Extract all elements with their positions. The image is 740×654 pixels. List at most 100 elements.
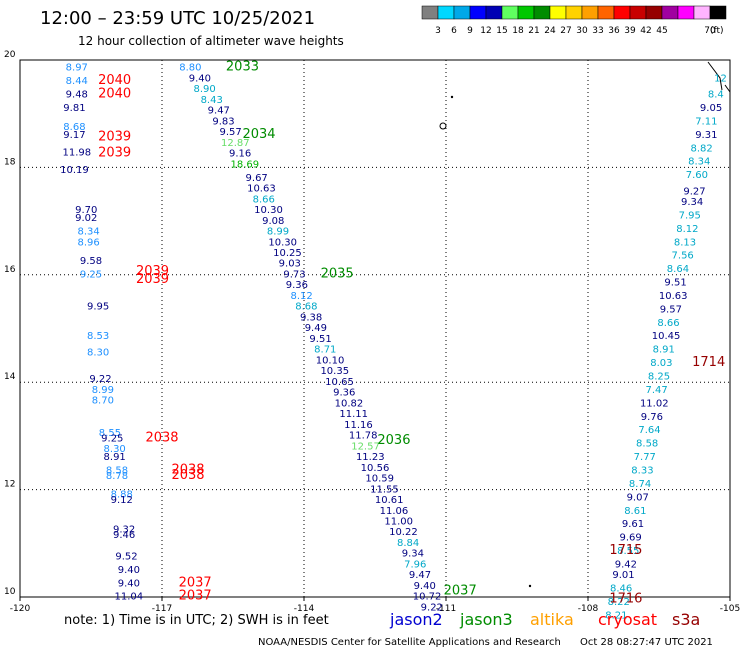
- wave-height-point: 8.99: [267, 227, 289, 238]
- plot-frame: [19, 59, 731, 598]
- color-scale-swatch: [613, 5, 631, 20]
- wave-height-point: 9.07: [627, 492, 649, 503]
- wave-height-point: 11.16: [344, 420, 373, 431]
- legend-entry-cryosat: cryosat: [598, 610, 657, 629]
- wave-height-point: 8.90: [193, 84, 215, 95]
- wave-height-point: 8.33: [631, 465, 653, 476]
- wave-height-point: 9.16: [229, 149, 251, 160]
- wave-height-point: 8.82: [690, 143, 712, 154]
- chart-subtitle: 12 hour collection of altimeter wave hei…: [78, 34, 344, 48]
- wave-height-point: 8.68: [295, 302, 317, 313]
- wave-height-point: 8.64: [667, 264, 689, 275]
- color-scale-swatch: [517, 5, 535, 20]
- wave-height-point: 11.78: [349, 431, 378, 442]
- pass-time-label: 2038: [145, 430, 178, 445]
- pass-time-label: 2039: [136, 264, 169, 279]
- wave-height-point: 9.47: [409, 570, 431, 581]
- wave-height-point: 8.91: [653, 345, 675, 356]
- wave-height-point: 9.01: [612, 570, 634, 581]
- satellite-legend: jason2 jason3 altika cryosat s3a: [389, 610, 700, 629]
- color-scale-swatch: [453, 5, 471, 20]
- color-scale-swatch: [709, 5, 727, 20]
- wave-height-point: 9.46: [113, 530, 135, 541]
- legend-entry-s3a: s3a: [672, 610, 700, 629]
- wave-height-point: 12.57: [351, 441, 380, 452]
- color-scale-swatch: [693, 5, 711, 20]
- wave-height-point: 10.19: [60, 165, 89, 176]
- wave-height-point: 9.25: [80, 269, 102, 280]
- wave-height-point: 8.97: [66, 63, 88, 74]
- legend-entry-jason3: jason3: [459, 610, 513, 629]
- wave-height-point: 9.57: [660, 304, 682, 315]
- color-scale-label: 15: [496, 26, 507, 36]
- wave-height-point: 8.71: [314, 345, 336, 356]
- wave-height-point: 9.27: [683, 186, 705, 197]
- pass-time-label: 1715: [609, 543, 642, 558]
- wave-height-point: 10.30: [254, 205, 283, 216]
- wave-height-point: 8.96: [78, 237, 100, 248]
- wave-height-point: 9.58: [80, 256, 102, 267]
- coastline-fragment: [439, 61, 731, 588]
- wave-height-point: 18.69: [231, 159, 260, 170]
- wave-height-point: 12.87: [221, 138, 250, 149]
- color-scale-label: 3: [435, 26, 441, 36]
- pass-time-label: 2037: [179, 589, 212, 604]
- wave-height-point: 11.02: [640, 398, 669, 409]
- wave-height-point: 11.23: [356, 452, 385, 463]
- wave-height-point: 8.03: [650, 358, 672, 369]
- wave-height-point: 7.60: [686, 170, 708, 181]
- wave-height-point: 9.40: [414, 581, 436, 592]
- wave-height-point: 9.05: [700, 103, 722, 114]
- color-scale-swatch: [549, 5, 567, 20]
- wave-height-point: 10.22: [389, 527, 418, 538]
- wave-height-point: 8.66: [253, 194, 275, 205]
- wave-height-point: 8.80: [179, 63, 201, 74]
- x-tick-label: -108: [578, 604, 599, 614]
- wave-height-point: 9.08: [262, 216, 284, 227]
- color-scale-swatch: [677, 5, 695, 20]
- color-scale-label: 18: [512, 26, 524, 36]
- wave-height-point: 7.77: [634, 452, 656, 463]
- wave-height-point: 8.84: [397, 538, 419, 549]
- pass-time-label: 2040: [98, 73, 131, 88]
- color-scale-label: 39: [624, 26, 636, 36]
- wave-height-point: 9.76: [641, 412, 663, 423]
- plot-grid: [20, 60, 730, 597]
- wave-height-point: 8.34: [688, 157, 710, 168]
- pass-time-label: 2040: [98, 87, 131, 102]
- wave-height-point: 8.55: [617, 546, 639, 557]
- wave-height-point: 9.52: [115, 551, 137, 562]
- wave-height-point: 8.21: [605, 610, 627, 621]
- wave-height-point: 9.51: [664, 278, 686, 289]
- color-scale-label: 21: [528, 26, 539, 36]
- pass-time-label: 2039: [136, 272, 169, 287]
- wave-height-point: 9.51: [309, 334, 331, 345]
- wave-height-point: 8.30: [87, 347, 109, 358]
- color-scale-swatch: [501, 5, 519, 20]
- wave-height-point: 9.48: [66, 90, 88, 101]
- wave-height-point: 9.34: [681, 197, 703, 208]
- y-tick-label: 14: [4, 372, 16, 382]
- x-tick-label: -117: [152, 604, 172, 614]
- color-scale-label: 33: [592, 26, 603, 36]
- wave-height-point: 10.61: [375, 495, 404, 506]
- y-tick-label: 20: [4, 50, 16, 60]
- wave-height-point: 8.78: [106, 471, 128, 482]
- wave-height-point: 9.69: [619, 533, 641, 544]
- wave-height-point: 9.36: [333, 388, 355, 399]
- wave-height-point: 9.32: [113, 525, 135, 536]
- wave-height-point: 9.40: [189, 73, 211, 84]
- axis-ticks: -120 -117 -114 -111 -108 -105 10 12 14 16 18 20: [4, 50, 740, 614]
- footer-credit: NOAA/NESDIS Center for Satellite Applica…: [258, 637, 561, 648]
- wave-height-point: 9.42: [615, 559, 637, 570]
- wave-height-point: 11.98: [62, 148, 91, 159]
- color-scale-label: 24: [544, 26, 556, 36]
- color-scale-label: 30: [576, 26, 588, 36]
- wave-height-point: 9.22: [89, 374, 111, 385]
- wave-height-point: 9.25: [101, 433, 123, 444]
- wave-height-point: 8.4: [708, 90, 724, 101]
- legend-entry-altika: altika: [530, 610, 574, 629]
- color-scale-label: 9: [467, 26, 473, 36]
- wave-height-point: 9.40: [118, 578, 140, 589]
